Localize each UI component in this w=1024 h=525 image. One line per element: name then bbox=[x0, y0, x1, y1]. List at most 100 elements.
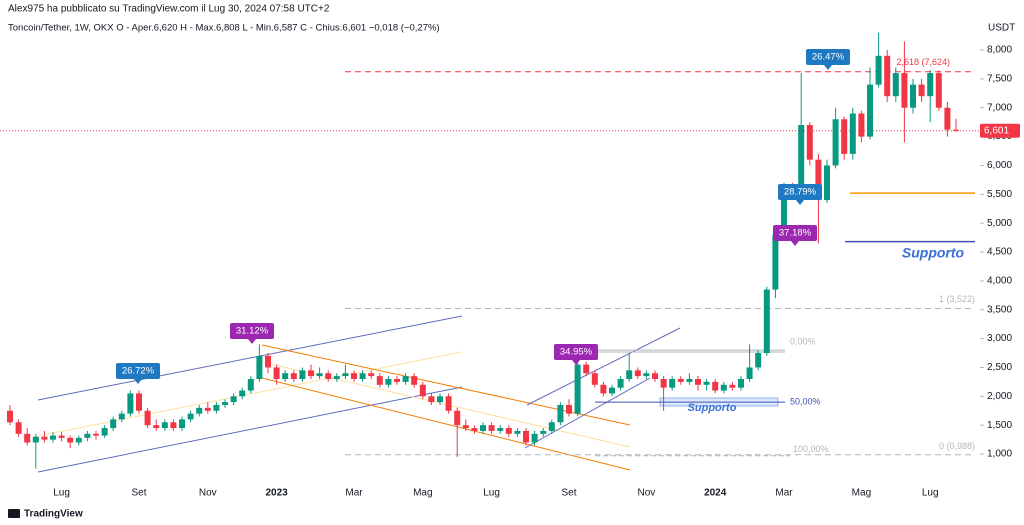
level-label: 2,618 (7,624) bbox=[896, 57, 950, 67]
candle-body bbox=[600, 384, 607, 394]
candle bbox=[591, 370, 598, 388]
candle-body bbox=[256, 355, 263, 379]
level-label: 100,00% bbox=[793, 444, 829, 454]
badge-label: 34.95% bbox=[560, 347, 593, 358]
candle bbox=[101, 425, 108, 438]
candle bbox=[557, 402, 564, 426]
candle bbox=[230, 393, 237, 405]
candle-body bbox=[935, 73, 942, 108]
candle-body bbox=[67, 437, 74, 443]
candle bbox=[204, 402, 211, 414]
trendline bbox=[37, 315, 463, 401]
candle bbox=[84, 430, 91, 442]
candle bbox=[609, 384, 615, 397]
candle-body bbox=[144, 410, 151, 426]
level-label: 50,00% bbox=[790, 396, 821, 406]
candle-body bbox=[50, 435, 56, 440]
candle bbox=[720, 381, 727, 394]
candle-body bbox=[953, 129, 959, 131]
candle-body bbox=[832, 119, 839, 166]
candle bbox=[187, 410, 194, 423]
candle bbox=[712, 378, 719, 394]
candle bbox=[626, 353, 633, 382]
x-tick-label: Nov bbox=[638, 488, 656, 499]
badge bbox=[554, 344, 598, 360]
candle bbox=[918, 78, 925, 102]
candle bbox=[523, 428, 529, 446]
candle-body bbox=[170, 422, 177, 429]
candle bbox=[746, 344, 753, 382]
candle bbox=[488, 422, 495, 434]
candle bbox=[471, 425, 478, 434]
candle bbox=[875, 32, 882, 88]
candle bbox=[50, 432, 56, 443]
candle bbox=[325, 370, 332, 382]
candle bbox=[738, 376, 744, 391]
candle bbox=[927, 70, 934, 123]
drawings bbox=[37, 315, 785, 473]
candle-body bbox=[15, 422, 22, 434]
x-tick-label: Set bbox=[131, 488, 146, 499]
candle-body bbox=[841, 119, 848, 154]
candle-body bbox=[342, 373, 349, 377]
y-tick-label: 1,500 bbox=[987, 420, 1012, 431]
candle-body bbox=[557, 404, 564, 423]
candle bbox=[660, 376, 667, 411]
candle-body bbox=[136, 393, 142, 411]
candle-body bbox=[454, 410, 461, 426]
annotation: Supporto bbox=[902, 245, 965, 261]
y-tick-label: 2,000 bbox=[987, 391, 1012, 402]
candle bbox=[144, 407, 151, 429]
candle-body bbox=[910, 84, 916, 108]
candle-body bbox=[299, 370, 306, 379]
candle-body bbox=[273, 367, 280, 379]
candle bbox=[505, 425, 512, 437]
candle-body bbox=[781, 188, 787, 235]
x-tick-label: Lug bbox=[483, 488, 500, 499]
candle-body bbox=[437, 396, 443, 403]
candle-body bbox=[617, 378, 624, 388]
candle bbox=[832, 107, 839, 169]
candle-body bbox=[213, 404, 220, 411]
candle-body bbox=[514, 430, 521, 434]
badge-pointer bbox=[248, 339, 256, 344]
candle bbox=[24, 428, 31, 446]
candle-body bbox=[480, 425, 486, 431]
candle bbox=[153, 419, 160, 431]
candle bbox=[497, 425, 504, 434]
candle-body bbox=[488, 425, 495, 431]
badge-label: 28.79% bbox=[784, 187, 817, 198]
candle-body bbox=[127, 393, 134, 414]
badge-pointer bbox=[796, 200, 804, 205]
candle-body bbox=[626, 370, 633, 379]
candle-body bbox=[574, 364, 581, 414]
candle bbox=[583, 361, 590, 377]
annotation: Supporto bbox=[688, 402, 737, 414]
candle bbox=[376, 373, 383, 388]
badge bbox=[806, 49, 850, 65]
y-tick-label: 4,500 bbox=[987, 247, 1012, 258]
candle-body bbox=[462, 425, 469, 429]
candle-body bbox=[351, 373, 357, 379]
trendline bbox=[526, 327, 681, 406]
candle-body bbox=[445, 396, 452, 411]
y-tick-label: 7,000 bbox=[987, 102, 1012, 113]
y-tick-label: 8,000 bbox=[987, 45, 1012, 56]
candle-body bbox=[32, 436, 39, 443]
badge-label: 31.12% bbox=[236, 326, 269, 337]
candle-body bbox=[359, 373, 366, 379]
candle bbox=[41, 430, 48, 443]
y-tick-label: 5,500 bbox=[987, 189, 1012, 200]
candle bbox=[196, 404, 203, 417]
level-label: 0,00% bbox=[790, 337, 816, 347]
candle-body bbox=[858, 113, 865, 137]
x-tick-label: Mag bbox=[852, 488, 871, 499]
candle-body bbox=[394, 378, 400, 382]
candle-body bbox=[703, 381, 710, 385]
candle bbox=[763, 286, 770, 356]
publisher: Alex975 ha pubblicato su TradingView.com… bbox=[8, 4, 330, 15]
candle-body bbox=[643, 373, 650, 377]
price-label: 6,601 bbox=[984, 125, 1009, 136]
candle-body bbox=[368, 373, 375, 377]
